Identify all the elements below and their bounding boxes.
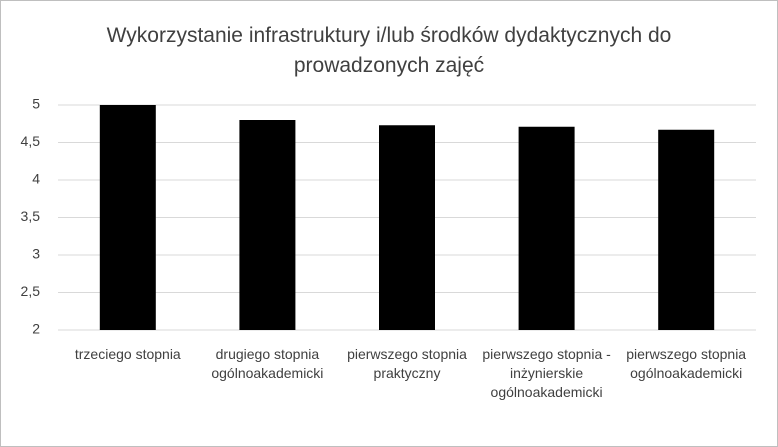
y-tick-label: 3 <box>32 246 40 262</box>
bar <box>658 129 715 330</box>
chart-title: Wykorzystanie infrastruktury i/lub środk… <box>106 24 672 77</box>
bar <box>239 120 296 330</box>
x-tick-label: pierwszego stopnia praktyczny <box>347 346 467 381</box>
y-tick-label: 3,5 <box>21 208 41 224</box>
x-tick-label: trzeciego stopnia <box>74 346 181 362</box>
y-tick-label: 5 <box>32 96 40 112</box>
y-tick-label: 4,5 <box>21 133 41 149</box>
y-tick-label: 2,5 <box>21 283 41 299</box>
bar <box>518 126 575 330</box>
x-tick-label: pierwszego stopnia - inżynierskie ogólno… <box>482 346 611 400</box>
y-tick-label: 4 <box>32 171 40 187</box>
x-tick-label: pierwszego stopnia ogólnoakademicki <box>626 346 747 381</box>
x-tick-label: drugiego stopnia ogólnoakademicki <box>211 346 324 381</box>
bar <box>379 125 435 330</box>
y-tick-label: 2 <box>32 321 40 337</box>
bar <box>99 105 156 330</box>
